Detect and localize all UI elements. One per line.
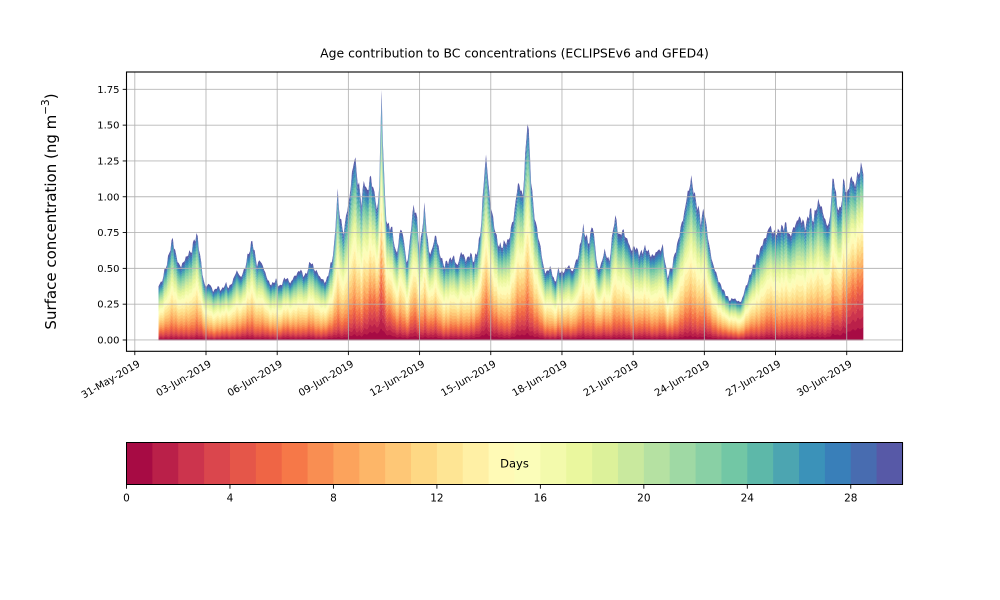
x-tick-label: 24-Jun-2019 xyxy=(653,359,712,399)
colorbar-cell xyxy=(721,442,748,485)
colorbar-cell xyxy=(359,442,386,485)
x-tick-label: 06-Jun-2019 xyxy=(226,359,285,399)
colorbar-cell xyxy=(643,442,671,485)
y-tick-label: 1.00 xyxy=(97,192,119,203)
colorbar-cell xyxy=(669,442,697,485)
generated-chart-elements: 31-May-2019 03-Jun-2019 06-Jun-2019 09-Jun-… xyxy=(80,71,904,505)
y-tick-label: 0.00 xyxy=(97,335,119,346)
colorbar-tick-label: 16 xyxy=(534,493,548,505)
colorbar-cell xyxy=(436,442,464,485)
colorbar-tick-label: 8 xyxy=(330,493,337,505)
colorbar-cell xyxy=(178,442,205,485)
colorbar-cell xyxy=(824,442,852,485)
x-tick-label: 09-Jun-2019 xyxy=(297,359,356,399)
x-tick-label: 18-Jun-2019 xyxy=(511,359,570,399)
colorbar-tick-label: 24 xyxy=(741,493,755,505)
colorbar-cell xyxy=(592,442,619,485)
colorbar-cell xyxy=(229,442,257,485)
colorbar-cell xyxy=(126,442,153,485)
y-tick-label: 1.25 xyxy=(97,156,119,167)
colorbar-cell xyxy=(695,442,723,485)
colorbar-cell xyxy=(462,442,490,485)
colorbar-cell xyxy=(876,442,904,485)
plot-border xyxy=(125,71,904,352)
colorbar-cell xyxy=(773,442,800,485)
y-axis-label-superscript: −3 xyxy=(40,99,52,114)
chart-text: Age contribution to BC concentrations (E… xyxy=(40,46,709,471)
x-tick-label: 30-Jun-2019 xyxy=(795,359,854,399)
colorbar-tick-label: 0 xyxy=(123,493,130,505)
x-tick-label: 15-Jun-2019 xyxy=(439,359,498,399)
colorbar-cell xyxy=(488,442,516,485)
x-tick-label: 27-Jun-2019 xyxy=(724,359,783,399)
y-tick-label: 1.75 xyxy=(97,85,119,96)
colorbar-cell xyxy=(204,442,231,485)
y-tick-label: 0.75 xyxy=(97,228,119,239)
colorbar-tick-label: 28 xyxy=(844,493,857,505)
x-tick-label: 31-May-2019 xyxy=(80,359,143,401)
colorbar-cell xyxy=(617,442,645,485)
colorbar-label: Days xyxy=(500,457,529,471)
colorbar-cell xyxy=(540,442,567,485)
colorbar-cell xyxy=(514,442,541,485)
colorbar-cell xyxy=(281,442,309,485)
colorbar-cell xyxy=(850,442,878,485)
colorbar-cell xyxy=(333,442,360,485)
colorbar-cell xyxy=(152,442,179,485)
y-axis-label-prefix: Surface concentration (ng m xyxy=(42,115,60,330)
colorbar-tick-label: 20 xyxy=(637,493,650,505)
colorbar-cell xyxy=(747,442,774,485)
colorbar-cell xyxy=(411,442,438,485)
colorbar-cell xyxy=(307,442,335,485)
y-tick-label: 1.50 xyxy=(97,121,119,132)
colorbar-cell xyxy=(385,442,412,485)
colorbar-tick-label: 4 xyxy=(227,493,234,505)
y-tick-label: 0.25 xyxy=(97,300,119,311)
colorbar-cell xyxy=(566,442,593,485)
x-tick-label: 21-Jun-2019 xyxy=(582,359,641,399)
colorbar-border xyxy=(126,442,903,485)
colorbar-cell xyxy=(255,442,283,485)
chart-title: Age contribution to BC concentrations (E… xyxy=(320,46,709,61)
y-tick-label: 0.50 xyxy=(97,264,119,275)
colorbar-cell xyxy=(799,442,826,485)
x-tick-label: 03-Jun-2019 xyxy=(155,359,214,399)
x-tick-label: 12-Jun-2019 xyxy=(368,359,427,399)
y-axis-label: Surface concentration (ng m−3) xyxy=(40,93,60,329)
y-axis-label-suffix: ) xyxy=(42,93,60,99)
colorbar-tick-label: 12 xyxy=(430,493,443,505)
